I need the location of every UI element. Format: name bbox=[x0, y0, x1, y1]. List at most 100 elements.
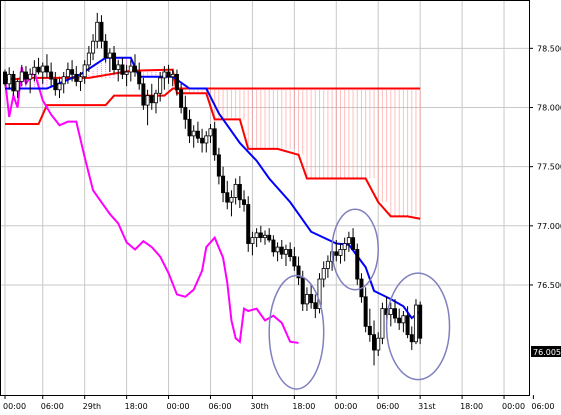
highlight-circle bbox=[268, 274, 325, 390]
candle-body bbox=[23, 71, 28, 80]
x-tick-label: 00:00 bbox=[167, 402, 190, 411]
x-tick-label: 06:00 bbox=[41, 402, 64, 411]
candle-body bbox=[212, 128, 217, 156]
candle-body bbox=[166, 71, 171, 78]
candle-body bbox=[65, 69, 70, 78]
x-tick-label: 00:00 bbox=[502, 402, 525, 411]
candle-body bbox=[237, 183, 242, 201]
x-tick-label: 06:00 bbox=[208, 402, 231, 411]
candle-body bbox=[187, 118, 192, 137]
candle-body bbox=[116, 64, 121, 71]
candle-body bbox=[107, 52, 112, 59]
candle-body bbox=[124, 71, 129, 75]
candle-body bbox=[409, 334, 414, 343]
plot-frame bbox=[0, 0, 530, 396]
candle-body bbox=[132, 65, 137, 73]
candle-body bbox=[288, 249, 293, 257]
y-tick-label: 77.000 bbox=[537, 222, 561, 231]
grid bbox=[1, 1, 529, 395]
candle-body bbox=[325, 260, 330, 269]
candle-body bbox=[216, 154, 221, 177]
cloud-lower-line bbox=[5, 87, 421, 126]
candle-body bbox=[300, 277, 305, 305]
candle-body bbox=[401, 315, 406, 324]
candle-body bbox=[267, 234, 272, 241]
candle-body bbox=[229, 197, 234, 203]
candle-body bbox=[246, 204, 251, 244]
candle-body bbox=[15, 81, 20, 92]
candle-body bbox=[342, 243, 347, 250]
candle-body bbox=[53, 78, 58, 91]
candle-body bbox=[334, 251, 339, 256]
candle-body bbox=[392, 308, 397, 319]
candle-body bbox=[99, 21, 104, 42]
candle-body bbox=[86, 52, 91, 66]
candle-body bbox=[388, 308, 393, 315]
candle-body bbox=[174, 73, 179, 91]
candle-body bbox=[36, 66, 41, 73]
candle-body bbox=[3, 71, 8, 85]
candle-body bbox=[95, 21, 100, 42]
highlight-circle bbox=[331, 208, 379, 291]
candle-body bbox=[153, 92, 158, 104]
price-tag-label: 76.005 bbox=[533, 348, 561, 357]
candle-body bbox=[204, 135, 209, 144]
candle-body bbox=[258, 232, 263, 239]
y-tick-label: 77.500 bbox=[537, 163, 561, 172]
candle-body bbox=[367, 325, 372, 336]
candle-body bbox=[380, 308, 385, 339]
candle-body bbox=[413, 304, 418, 343]
candle-body bbox=[283, 249, 288, 255]
y-axis: 78.500 78.000 77.500 77.000 76.500 bbox=[529, 44, 561, 290]
candle-body bbox=[170, 73, 175, 78]
candle-body bbox=[82, 64, 87, 78]
candle-body bbox=[7, 73, 12, 85]
candle-body bbox=[351, 237, 356, 250]
candle-body bbox=[313, 302, 318, 310]
candle-body bbox=[250, 237, 255, 244]
candle-body bbox=[321, 267, 326, 280]
x-tick-label: 18:00 bbox=[125, 402, 148, 411]
candle-body bbox=[225, 192, 230, 203]
candle-body bbox=[309, 294, 314, 304]
candle-body bbox=[292, 256, 297, 267]
y-tick-label: 78.000 bbox=[537, 103, 561, 112]
candle-body bbox=[19, 71, 24, 82]
candle-body bbox=[145, 95, 150, 106]
candle-body bbox=[162, 71, 167, 79]
candle-body bbox=[137, 71, 142, 85]
candle-body bbox=[61, 76, 66, 85]
candle-body bbox=[191, 130, 196, 137]
candle-body bbox=[103, 40, 108, 59]
candle-body bbox=[304, 294, 309, 305]
candle-body bbox=[120, 64, 125, 75]
candle-body bbox=[70, 69, 75, 75]
candle-body bbox=[254, 232, 259, 239]
candle-body bbox=[397, 317, 402, 324]
candle-body bbox=[242, 199, 247, 205]
candle-body bbox=[141, 83, 146, 106]
x-axis: 00:00 06:00 29th 18:00 00:00 06:00 30th 18:00 00… bbox=[3, 395, 554, 411]
candle-body bbox=[317, 278, 322, 310]
candle-body bbox=[355, 249, 360, 280]
y-tick-label: 76.500 bbox=[537, 281, 561, 290]
candles bbox=[3, 12, 423, 366]
x-tick-label: 00:00 bbox=[334, 402, 357, 411]
candle-body bbox=[49, 71, 54, 80]
x-tick-label: 18:00 bbox=[292, 402, 315, 411]
x-tick-label: 00:00 bbox=[3, 402, 26, 411]
candle-body bbox=[208, 128, 213, 137]
x-tick-label: 06:00 bbox=[531, 402, 554, 411]
candle-body bbox=[179, 89, 184, 108]
candle-body bbox=[233, 183, 238, 198]
candle-body bbox=[372, 334, 377, 351]
candle-body bbox=[91, 40, 96, 54]
candle-body bbox=[32, 66, 37, 75]
candle-body bbox=[28, 73, 33, 80]
candle-body bbox=[296, 265, 301, 279]
candle-body bbox=[57, 83, 62, 91]
candle-body bbox=[346, 237, 351, 244]
candle-body bbox=[74, 73, 79, 82]
candle-body bbox=[262, 234, 267, 239]
